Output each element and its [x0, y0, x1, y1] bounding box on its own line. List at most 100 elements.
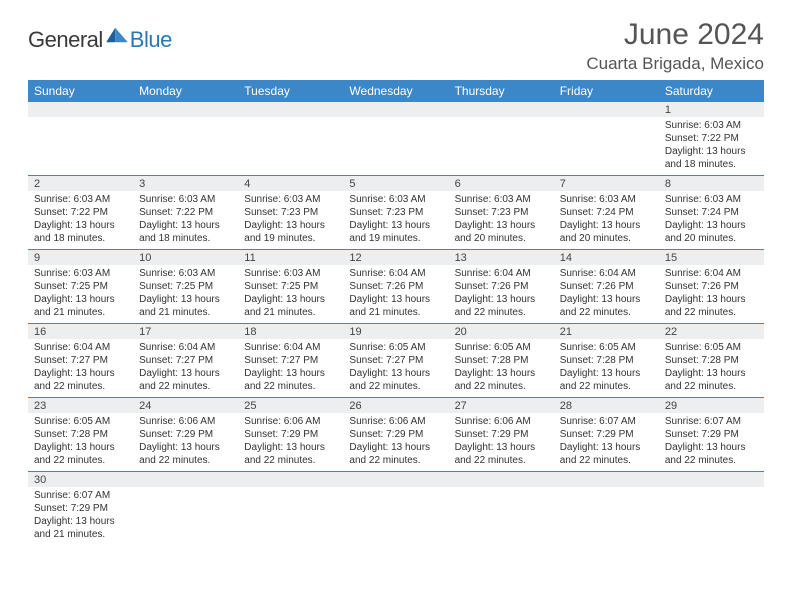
- calendar-day: 7Sunrise: 6:03 AMSunset: 7:24 PMDaylight…: [554, 176, 659, 249]
- sunrise-text: Sunrise: 6:03 AM: [349, 193, 442, 206]
- calendar-page: General Blue June 2024 Cuarta Brigada, M…: [0, 0, 792, 545]
- daylight-text-2: and 22 minutes.: [560, 306, 653, 319]
- calendar-week: 9Sunrise: 6:03 AMSunset: 7:25 PMDaylight…: [28, 250, 764, 324]
- sunset-text: Sunset: 7:24 PM: [665, 206, 758, 219]
- day-details: Sunrise: 6:07 AMSunset: 7:29 PMDaylight:…: [659, 413, 764, 471]
- daylight-text: Daylight: 13 hours: [34, 293, 127, 306]
- calendar-day-empty: [449, 472, 554, 545]
- sunrise-text: Sunrise: 6:03 AM: [34, 267, 127, 280]
- calendar-day-empty: [554, 102, 659, 175]
- day-details: Sunrise: 6:04 AMSunset: 7:26 PMDaylight:…: [343, 265, 448, 323]
- day-details: [28, 117, 133, 167]
- sunset-text: Sunset: 7:27 PM: [244, 354, 337, 367]
- calendar-day: 17Sunrise: 6:04 AMSunset: 7:27 PMDayligh…: [133, 324, 238, 397]
- sunset-text: Sunset: 7:22 PM: [139, 206, 232, 219]
- logo-text-general: General: [28, 27, 103, 53]
- sunrise-text: Sunrise: 6:05 AM: [349, 341, 442, 354]
- daylight-text: Daylight: 13 hours: [34, 367, 127, 380]
- day-details: [449, 487, 554, 537]
- sunset-text: Sunset: 7:25 PM: [244, 280, 337, 293]
- sunset-text: Sunset: 7:28 PM: [455, 354, 548, 367]
- day-number: 13: [449, 250, 554, 265]
- daylight-text: Daylight: 13 hours: [560, 219, 653, 232]
- daylight-text: Daylight: 13 hours: [455, 219, 548, 232]
- weekday-header: Monday: [133, 80, 238, 102]
- sunset-text: Sunset: 7:22 PM: [34, 206, 127, 219]
- day-number: 20: [449, 324, 554, 339]
- day-number: 22: [659, 324, 764, 339]
- sunset-text: Sunset: 7:29 PM: [665, 428, 758, 441]
- day-number: 25: [238, 398, 343, 413]
- sunset-text: Sunset: 7:28 PM: [34, 428, 127, 441]
- day-number: 4: [238, 176, 343, 191]
- sunrise-text: Sunrise: 6:03 AM: [665, 193, 758, 206]
- daylight-text-2: and 22 minutes.: [349, 380, 442, 393]
- weekday-header: Sunday: [28, 80, 133, 102]
- daylight-text-2: and 22 minutes.: [139, 454, 232, 467]
- day-number: [238, 472, 343, 487]
- day-number: 11: [238, 250, 343, 265]
- calendar-day: 23Sunrise: 6:05 AMSunset: 7:28 PMDayligh…: [28, 398, 133, 471]
- day-details: Sunrise: 6:07 AMSunset: 7:29 PMDaylight:…: [28, 487, 133, 545]
- calendar-week: 23Sunrise: 6:05 AMSunset: 7:28 PMDayligh…: [28, 398, 764, 472]
- daylight-text-2: and 22 minutes.: [455, 380, 548, 393]
- sunrise-text: Sunrise: 6:04 AM: [665, 267, 758, 280]
- daylight-text: Daylight: 13 hours: [665, 367, 758, 380]
- sunset-text: Sunset: 7:27 PM: [349, 354, 442, 367]
- day-number: 7: [554, 176, 659, 191]
- day-details: [659, 487, 764, 537]
- daylight-text-2: and 22 minutes.: [455, 306, 548, 319]
- day-details: [554, 487, 659, 537]
- day-number: [133, 102, 238, 117]
- day-details: Sunrise: 6:03 AMSunset: 7:24 PMDaylight:…: [554, 191, 659, 249]
- daylight-text-2: and 18 minutes.: [665, 158, 758, 171]
- calendar-day-empty: [238, 102, 343, 175]
- daylight-text: Daylight: 13 hours: [139, 293, 232, 306]
- day-number: 21: [554, 324, 659, 339]
- day-number: [28, 102, 133, 117]
- daylight-text-2: and 19 minutes.: [244, 232, 337, 245]
- calendar-day-empty: [343, 472, 448, 545]
- day-details: [343, 487, 448, 537]
- logo: General Blue: [28, 26, 172, 53]
- day-details: Sunrise: 6:07 AMSunset: 7:29 PMDaylight:…: [554, 413, 659, 471]
- sunset-text: Sunset: 7:27 PM: [34, 354, 127, 367]
- weekday-header-row: SundayMondayTuesdayWednesdayThursdayFrid…: [28, 80, 764, 102]
- day-number: 17: [133, 324, 238, 339]
- calendar-week: 1Sunrise: 6:03 AMSunset: 7:22 PMDaylight…: [28, 102, 764, 176]
- daylight-text-2: and 22 minutes.: [34, 454, 127, 467]
- day-details: Sunrise: 6:05 AMSunset: 7:28 PMDaylight:…: [449, 339, 554, 397]
- calendar-day: 6Sunrise: 6:03 AMSunset: 7:23 PMDaylight…: [449, 176, 554, 249]
- day-number: 18: [238, 324, 343, 339]
- daylight-text: Daylight: 13 hours: [560, 293, 653, 306]
- day-details: Sunrise: 6:03 AMSunset: 7:23 PMDaylight:…: [343, 191, 448, 249]
- sunrise-text: Sunrise: 6:07 AM: [560, 415, 653, 428]
- day-number: 24: [133, 398, 238, 413]
- daylight-text-2: and 22 minutes.: [560, 454, 653, 467]
- calendar-day: 30Sunrise: 6:07 AMSunset: 7:29 PMDayligh…: [28, 472, 133, 545]
- sunset-text: Sunset: 7:29 PM: [349, 428, 442, 441]
- weekday-header: Tuesday: [238, 80, 343, 102]
- daylight-text-2: and 22 minutes.: [665, 380, 758, 393]
- daylight-text: Daylight: 13 hours: [349, 219, 442, 232]
- calendar-week: 16Sunrise: 6:04 AMSunset: 7:27 PMDayligh…: [28, 324, 764, 398]
- sunrise-text: Sunrise: 6:03 AM: [244, 193, 337, 206]
- sunset-text: Sunset: 7:26 PM: [665, 280, 758, 293]
- calendar-day: 11Sunrise: 6:03 AMSunset: 7:25 PMDayligh…: [238, 250, 343, 323]
- daylight-text: Daylight: 13 hours: [139, 367, 232, 380]
- day-details: Sunrise: 6:03 AMSunset: 7:22 PMDaylight:…: [28, 191, 133, 249]
- calendar-day-empty: [133, 102, 238, 175]
- calendar-week: 2Sunrise: 6:03 AMSunset: 7:22 PMDaylight…: [28, 176, 764, 250]
- day-details: Sunrise: 6:05 AMSunset: 7:27 PMDaylight:…: [343, 339, 448, 397]
- day-number: 1: [659, 102, 764, 117]
- day-details: Sunrise: 6:03 AMSunset: 7:22 PMDaylight:…: [659, 117, 764, 175]
- daylight-text-2: and 22 minutes.: [455, 454, 548, 467]
- daylight-text: Daylight: 13 hours: [244, 219, 337, 232]
- daylight-text: Daylight: 13 hours: [349, 367, 442, 380]
- calendar-day: 21Sunrise: 6:05 AMSunset: 7:28 PMDayligh…: [554, 324, 659, 397]
- day-number: 23: [28, 398, 133, 413]
- calendar-day: 28Sunrise: 6:07 AMSunset: 7:29 PMDayligh…: [554, 398, 659, 471]
- sunrise-text: Sunrise: 6:05 AM: [455, 341, 548, 354]
- weekday-header: Saturday: [659, 80, 764, 102]
- sunset-text: Sunset: 7:22 PM: [665, 132, 758, 145]
